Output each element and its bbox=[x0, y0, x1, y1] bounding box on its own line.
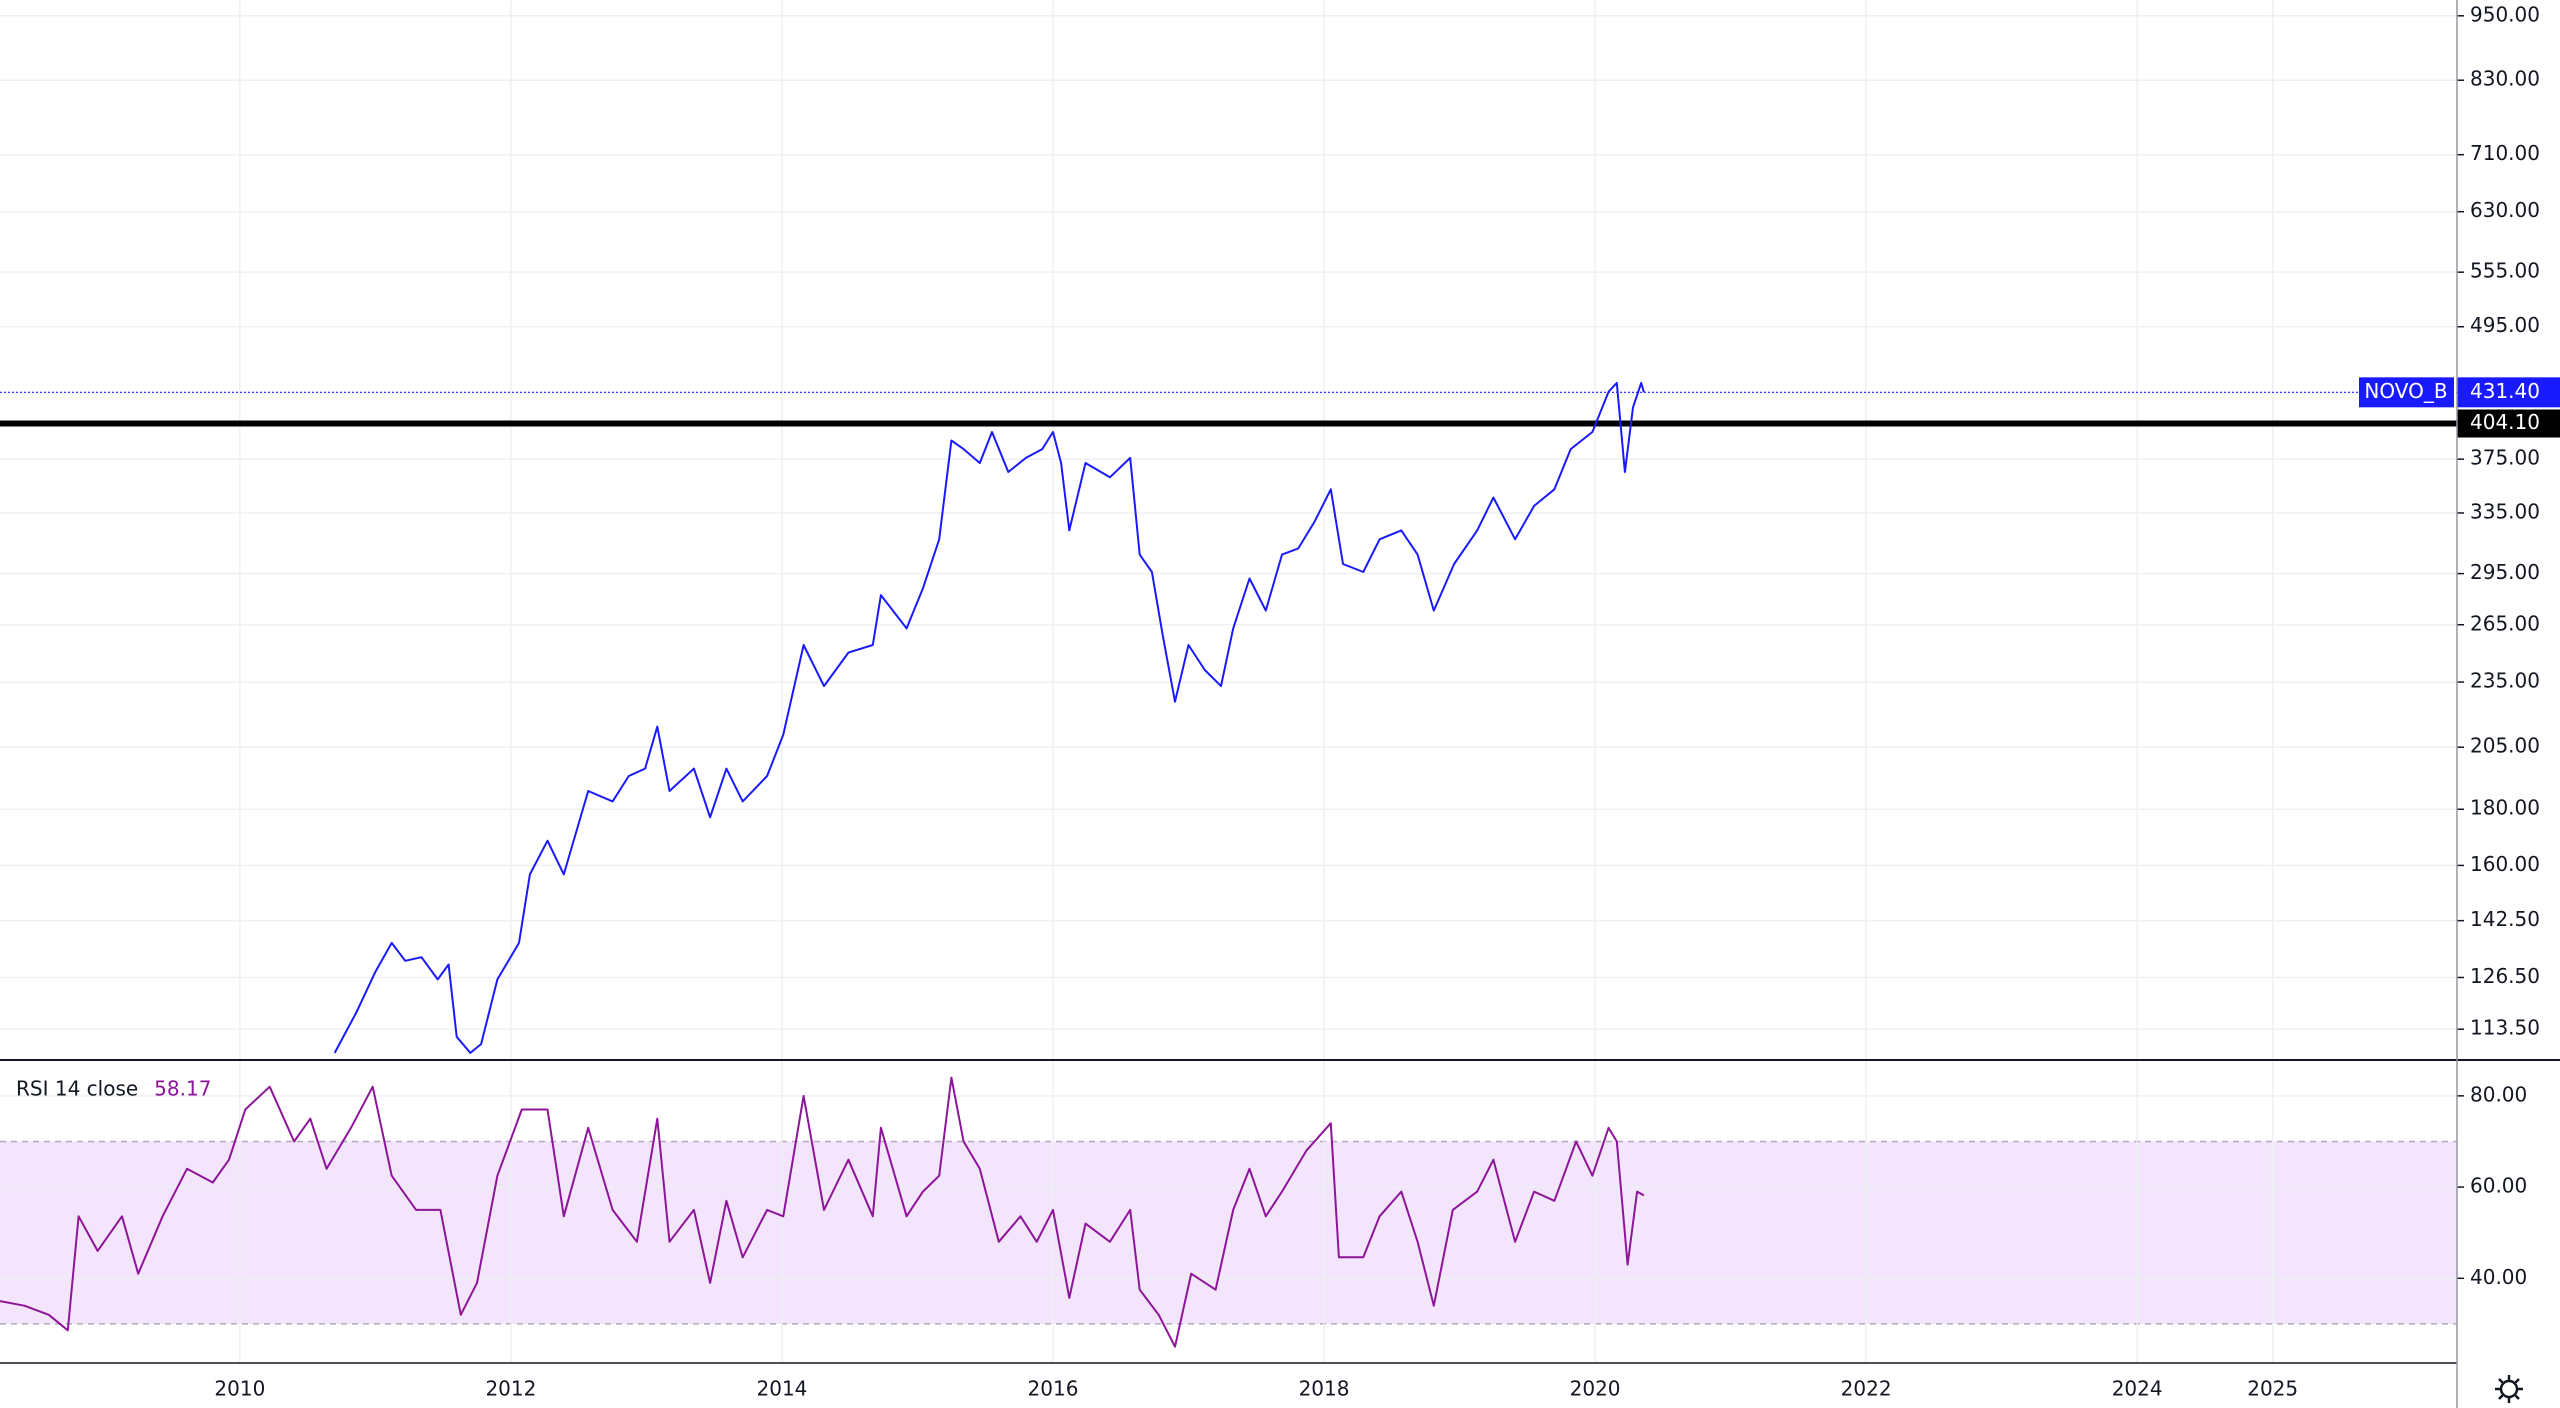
y-tick-label: 830.00 bbox=[2470, 67, 2540, 91]
y-tick-label: 335.00 bbox=[2470, 499, 2540, 523]
level-tag bbox=[2457, 409, 2560, 438]
indicator-value: 58.17 bbox=[154, 1077, 211, 1101]
y-tick-label: 80.00 bbox=[2470, 1082, 2527, 1106]
x-tick-label: 2020 bbox=[1570, 1377, 1621, 1401]
series-line bbox=[0, 1076, 1645, 1348]
gear bbox=[2499, 1379, 2519, 1399]
x-tick-label: 2018 bbox=[1299, 1377, 1350, 1401]
y-tick-label: 265.00 bbox=[2470, 611, 2540, 635]
price-label: 431.40 bbox=[2470, 379, 2540, 403]
y-tick-label: 235.00 bbox=[2470, 669, 2540, 693]
y-tick-label: 205.00 bbox=[2470, 734, 2540, 758]
y-tick-label: 180.00 bbox=[2470, 796, 2540, 820]
symbol-tag bbox=[2359, 377, 2454, 408]
x-tick-label: 2010 bbox=[214, 1377, 265, 1401]
gear-teeth bbox=[2495, 1375, 2523, 1403]
y-tick-label: 142.50 bbox=[2470, 907, 2540, 931]
y-tick-label: 295.00 bbox=[2470, 560, 2540, 584]
y-tick-label: 40.00 bbox=[2470, 1265, 2527, 1289]
settings-icon[interactable] bbox=[2495, 1375, 2523, 1403]
y-tick-label: 555.00 bbox=[2470, 259, 2540, 283]
level-label: 404.10 bbox=[2470, 410, 2540, 434]
price-tag bbox=[2457, 377, 2560, 408]
y-tick-label: 630.00 bbox=[2470, 198, 2540, 222]
y-tick-label: 160.00 bbox=[2470, 852, 2540, 876]
symbol-label: NOVO_B bbox=[2364, 379, 2447, 403]
y-tick-label: 60.00 bbox=[2470, 1174, 2527, 1198]
x-tick-label: 2022 bbox=[1841, 1377, 1892, 1401]
y-tick-label: 113.50 bbox=[2470, 1016, 2540, 1040]
x-tick-label: 2016 bbox=[1028, 1377, 1079, 1401]
x-tick-label: 2014 bbox=[757, 1377, 808, 1401]
y-tick-label: 495.00 bbox=[2470, 313, 2540, 337]
x-tick-label: 2025 bbox=[2247, 1377, 2298, 1401]
y-tick-label: 950.00 bbox=[2470, 2, 2540, 26]
x-tick-label: 2012 bbox=[485, 1377, 536, 1401]
y-tick-label: 375.00 bbox=[2470, 446, 2540, 470]
y-tick-label: 126.50 bbox=[2470, 964, 2540, 988]
series-line bbox=[333, 381, 1645, 1054]
y-tick-label: 710.00 bbox=[2470, 141, 2540, 165]
x-tick-label: 2024 bbox=[2112, 1377, 2163, 1401]
indicator-name: RSI 14 close bbox=[16, 1077, 138, 1101]
